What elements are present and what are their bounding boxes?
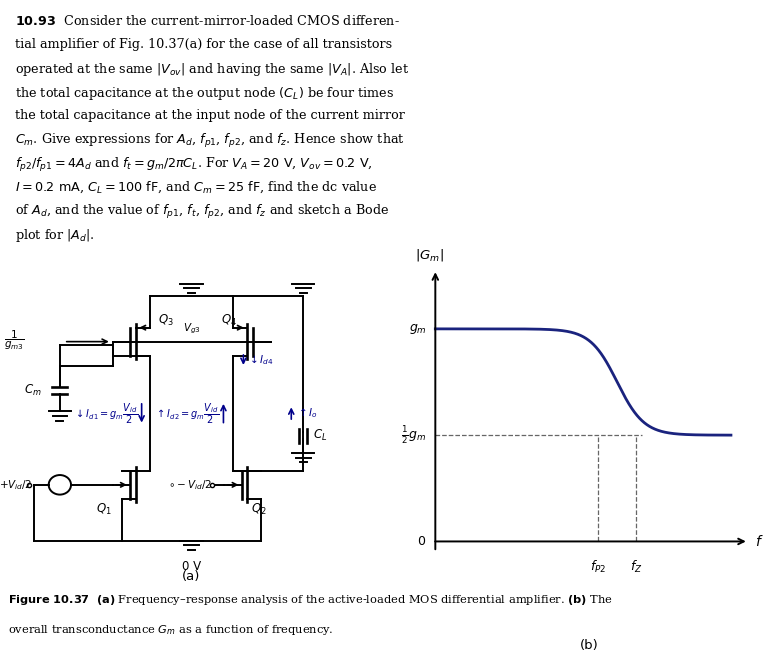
- Text: $C_m$: $C_m$: [24, 383, 42, 398]
- Text: $\downarrow I_{d1} = g_m\dfrac{V_{id}}{2}$: $\downarrow I_{d1} = g_m\dfrac{V_{id}}{2…: [73, 401, 138, 426]
- Text: of $A_d$, and the value of $f_{p1}$, $f_t$, $f_{p2}$, and $f_z$ and sketch a Bod: of $A_d$, and the value of $f_{p1}$, $f_…: [15, 203, 390, 221]
- Text: $Q_2$: $Q_2$: [251, 501, 267, 517]
- Text: the total capacitance at the input node of the current mirror: the total capacitance at the input node …: [15, 109, 405, 121]
- Text: 0 V: 0 V: [182, 560, 201, 573]
- Text: $\downarrow I_{d4}$: $\downarrow I_{d4}$: [247, 353, 274, 367]
- Text: $+V_{id}/2$: $+V_{id}/2$: [0, 478, 32, 492]
- Text: $\frac{1}{2}g_m$: $\frac{1}{2}g_m$: [401, 424, 427, 446]
- Text: overall transconductance $G_m$ as a function of frequency.: overall transconductance $G_m$ as a func…: [8, 623, 333, 637]
- Text: $\dfrac{1}{g_{m3}}$: $\dfrac{1}{g_{m3}}$: [4, 328, 25, 351]
- Text: $C_m$. Give expressions for $A_d$, $f_{p1}$, $f_{p2}$, and $f_z$. Hence show tha: $C_m$. Give expressions for $A_d$, $f_{p…: [15, 132, 405, 150]
- Text: (b): (b): [580, 639, 598, 652]
- Text: $\uparrow I_o$: $\uparrow I_o$: [296, 407, 318, 420]
- Text: $f_{p2}/f_{p1} = 4A_d$ and $f_t = g_m/2\pi C_L$. For $V_A = 20\ \mathrm{V}$, $V_: $f_{p2}/f_{p1} = 4A_d$ and $f_t = g_m/2\…: [15, 156, 373, 174]
- Text: tial amplifier of Fig. 10.37(a) for the case of all transistors: tial amplifier of Fig. 10.37(a) for the …: [15, 38, 393, 51]
- Text: $g_m$: $g_m$: [409, 322, 427, 336]
- Text: $\mathbf{10.93}$  Consider the current-mirror-loaded CMOS differen-: $\mathbf{10.93}$ Consider the current-mi…: [15, 14, 400, 28]
- Text: $Q_3$: $Q_3$: [158, 313, 173, 328]
- Text: $I = 0.2\ \mathrm{mA}$, $C_L = 100\ \mathrm{fF}$, and $C_m = 25\ \mathrm{fF}$, f: $I = 0.2\ \mathrm{mA}$, $C_L = 100\ \mat…: [15, 179, 377, 195]
- Text: $Q_4$: $Q_4$: [222, 313, 237, 328]
- Text: $\mathbf{Figure\ 10.37}$  $\mathbf{(a)}$ Frequency–response analysis of the acti: $\mathbf{Figure\ 10.37}$ $\mathbf{(a)}$ …: [8, 593, 613, 607]
- Text: the total capacitance at the output node $(C_L)$ be four times: the total capacitance at the output node…: [15, 85, 395, 102]
- Text: $f_Z$: $f_Z$: [630, 558, 643, 575]
- Text: $0$: $0$: [417, 535, 427, 548]
- Text: $|G_m|$: $|G_m|$: [415, 247, 444, 263]
- Text: $\circ -V_{id}/2$: $\circ -V_{id}/2$: [168, 478, 212, 492]
- Text: $Q_1$: $Q_1$: [95, 501, 112, 517]
- Text: $V_{g3}$: $V_{g3}$: [182, 322, 200, 336]
- Text: $f_{P2}$: $f_{P2}$: [590, 558, 606, 575]
- Text: plot for $|A_d|$.: plot for $|A_d|$.: [15, 227, 95, 244]
- Text: $\uparrow I_{d2} = g_m\dfrac{V_{id}}{2}$: $\uparrow I_{d2} = g_m\dfrac{V_{id}}{2}$: [156, 401, 219, 426]
- Text: operated at the same $|V_{ov}|$ and having the same $|V_A|$. Also let: operated at the same $|V_{ov}|$ and havi…: [15, 61, 410, 78]
- Text: $C_L$: $C_L$: [313, 428, 327, 444]
- Text: (a): (a): [182, 569, 201, 583]
- Text: $f$: $f$: [755, 534, 763, 549]
